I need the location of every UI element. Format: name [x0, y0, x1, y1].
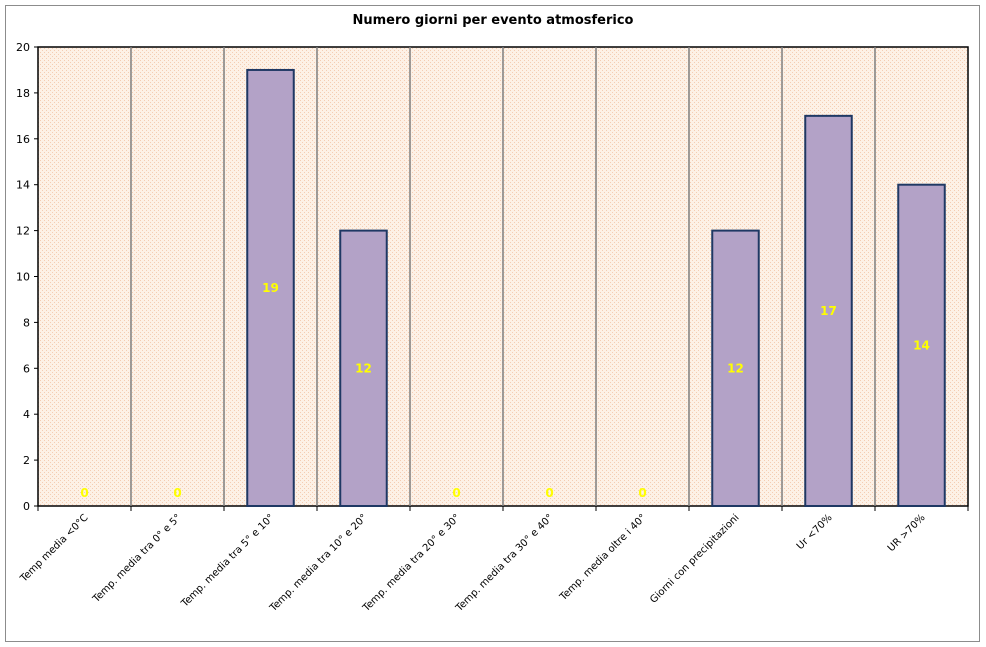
bar	[339, 229, 388, 507]
x-category-label: Temp. media oltre i 40°	[557, 512, 648, 603]
y-tick-label: 16	[16, 133, 30, 146]
x-category-label: UR >70%	[886, 512, 928, 554]
y-tick-label: 2	[23, 454, 30, 467]
y-tick-label: 12	[16, 225, 30, 238]
data-label: 0	[545, 486, 553, 500]
data-labels: 0 0 19 12 0 0 0 12 17 14	[80, 281, 930, 500]
x-category-label: Giorni con precipitazioni	[648, 512, 741, 605]
y-tick-label: 4	[23, 408, 30, 421]
y-tick-label: 14	[16, 179, 30, 192]
data-label: 0	[452, 486, 460, 500]
y-axis: 0 2 4 6 8 10 12 14 16 18 20	[16, 41, 38, 513]
x-category-label: Temp. media tra 5° e 10°	[179, 512, 277, 610]
x-category-label: Temp. media tra 30° e 40°	[453, 512, 555, 614]
y-tick-label: 6	[23, 362, 30, 375]
data-label: 12	[355, 361, 372, 375]
data-label: 19	[262, 281, 279, 295]
y-tick-label: 18	[16, 87, 30, 100]
y-tick-label: 20	[16, 41, 30, 54]
bar	[711, 229, 760, 507]
bar	[897, 183, 946, 507]
x-category-label: Temp. media tra 20° e 30°	[360, 512, 462, 614]
chart-title: Numero giorni per evento atmosferico	[352, 13, 634, 28]
data-label: 0	[80, 486, 88, 500]
data-label: 17	[820, 304, 837, 318]
y-tick-label: 8	[23, 316, 30, 329]
data-label: 0	[173, 486, 181, 500]
y-tick-label: 0	[23, 500, 30, 513]
data-label: 0	[638, 486, 646, 500]
bars	[246, 68, 946, 507]
x-category-label: Temp. media tra 0° e 5°	[90, 512, 183, 605]
y-tick-label: 10	[16, 271, 30, 284]
bar	[804, 114, 853, 507]
data-label: 14	[913, 338, 930, 352]
data-label: 12	[727, 361, 744, 375]
x-category-label: Temp media <0°C	[18, 512, 91, 585]
bar	[246, 68, 295, 507]
x-category-label: Temp. media tra 10° e 20°	[267, 512, 369, 614]
x-category-label: Ur <70%	[795, 512, 835, 552]
grid-lines	[130, 47, 876, 506]
x-axis: Temp media <0°C Temp. media tra 0° e 5°Te…	[18, 506, 969, 615]
